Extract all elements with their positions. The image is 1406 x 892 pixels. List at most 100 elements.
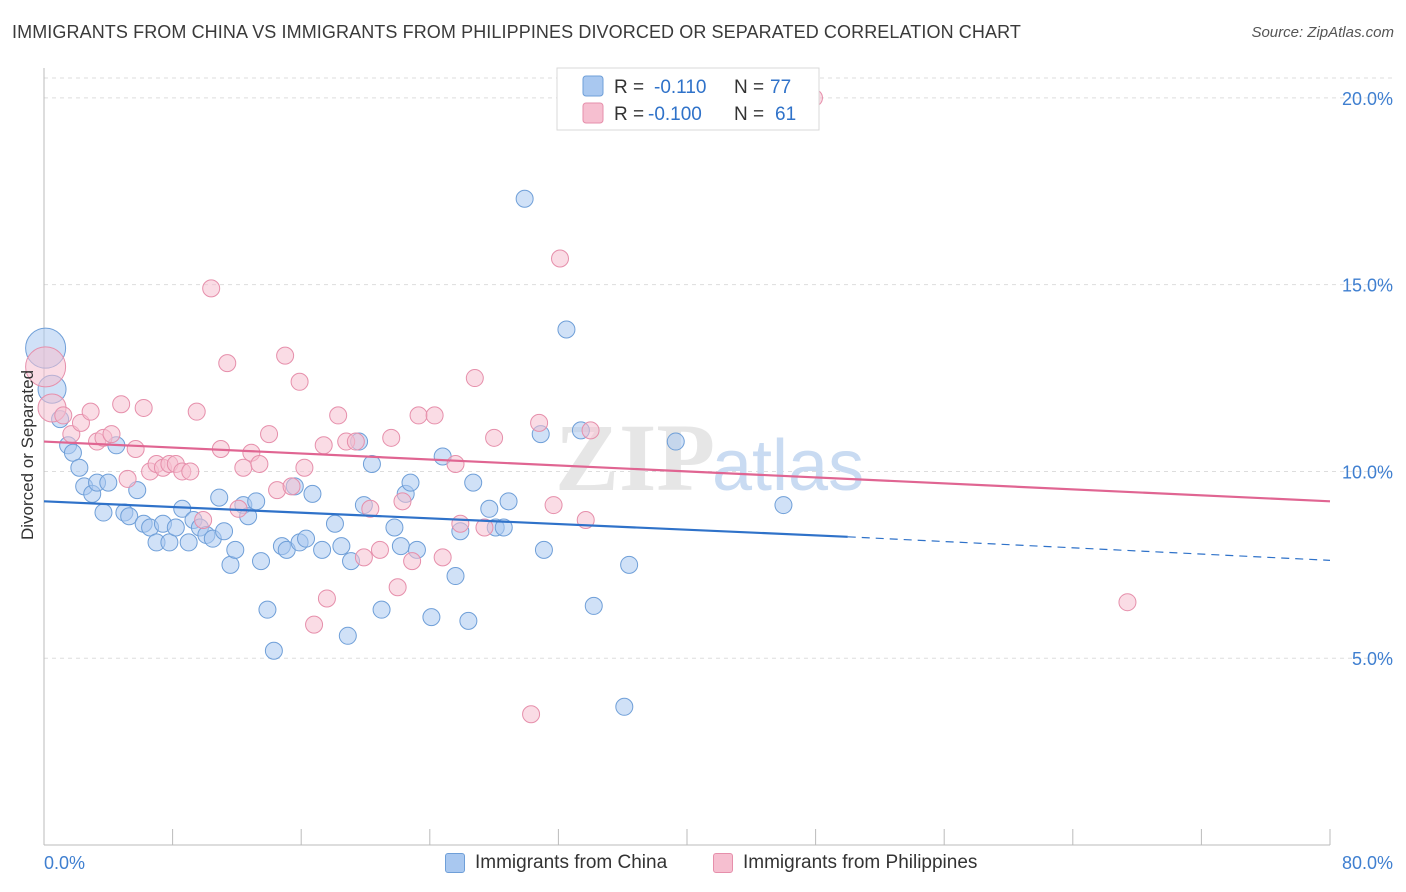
point-philippines <box>388 578 407 597</box>
legend-china-n-value: 77 <box>770 77 791 98</box>
point-china <box>534 540 553 559</box>
point-philippines <box>290 372 309 391</box>
point-china <box>480 499 499 518</box>
legend-philippines-r-value: -0.100 <box>648 104 702 125</box>
point-philippines <box>134 398 153 417</box>
point-china <box>99 473 118 492</box>
legend-label-china: Immigrants from China <box>475 852 668 873</box>
point-china <box>210 488 229 507</box>
point-philippines <box>581 421 600 440</box>
legend-china-r-value: -0.110 <box>654 77 706 98</box>
legend-swatch-philippines-bottom <box>713 853 733 873</box>
point-china <box>313 540 332 559</box>
point-philippines <box>305 615 324 634</box>
point-china <box>70 458 89 477</box>
point-philippines <box>475 518 494 537</box>
legend-swatch-philippines <box>582 102 604 124</box>
y-tick-label: 20.0% <box>1342 89 1393 109</box>
legend-china-n-label: N = <box>734 77 764 98</box>
point-china <box>338 626 357 645</box>
point-china <box>258 600 277 619</box>
point-china <box>63 443 82 462</box>
x-tick-label-start: 0.0% <box>44 853 85 873</box>
point-philippines <box>361 499 380 518</box>
point-china <box>385 518 404 537</box>
point-philippines <box>425 406 444 425</box>
point-philippines <box>530 413 549 432</box>
legend-item-china[interactable]: Immigrants from China <box>445 852 667 874</box>
point-china <box>459 611 478 630</box>
point-philippines <box>295 458 314 477</box>
point-philippines <box>346 432 365 451</box>
point-china <box>620 555 639 574</box>
point-philippines <box>282 477 301 496</box>
point-philippines <box>1118 593 1137 612</box>
watermark: ZIP atlas <box>555 404 864 511</box>
point-china <box>584 596 603 615</box>
trend-line-china <box>43 500 848 538</box>
point-philippines <box>181 462 200 481</box>
grid <box>44 77 1393 659</box>
point-philippines <box>522 705 541 724</box>
point-china <box>120 507 139 526</box>
point-philippines <box>102 425 121 444</box>
point-china <box>362 454 381 473</box>
point-philippines <box>112 395 131 414</box>
point-china <box>391 537 410 556</box>
point-philippines <box>485 428 504 447</box>
point-china <box>499 492 518 511</box>
legend-philippines-n-value: 61 <box>775 104 796 125</box>
point-china <box>446 567 465 586</box>
point-philippines <box>54 406 73 425</box>
point-philippines <box>403 552 422 571</box>
watermark-zip: ZIP <box>555 404 715 511</box>
point-china <box>179 533 198 552</box>
y-axis-label: Divorced or Separated <box>18 370 37 540</box>
y-tick-labels: 5.0% 10.0% 15.0% 20.0% <box>1342 89 1393 669</box>
point-philippines <box>250 454 269 473</box>
point-philippines <box>409 406 428 425</box>
point-china <box>494 518 513 537</box>
point-philippines <box>551 249 570 268</box>
x-tick-label-end: 80.0% <box>1342 853 1393 873</box>
point-philippines <box>187 402 206 421</box>
legend-label-philippines: Immigrants from Philippines <box>743 852 978 873</box>
point-philippines <box>81 402 100 421</box>
legend-philippines-r-label: R = <box>614 104 644 125</box>
legend-china-r-label: R = <box>614 77 644 98</box>
point-china <box>666 432 685 451</box>
point-china <box>166 518 185 537</box>
point-china <box>515 189 534 208</box>
point-philippines <box>354 548 373 567</box>
legend-item-philippines[interactable]: Immigrants from Philippines <box>713 852 977 874</box>
trend-line-philippines <box>43 440 1331 503</box>
point-china <box>401 473 420 492</box>
legend-bottom: Immigrants from China Immigrants from Ph… <box>0 850 1406 880</box>
point-china <box>303 484 322 503</box>
point-philippines <box>118 469 137 488</box>
point-china <box>160 533 179 552</box>
point-philippines <box>126 440 145 459</box>
point-china <box>325 514 344 533</box>
point-china <box>247 492 266 511</box>
point-philippines <box>314 436 333 455</box>
point-china <box>264 641 283 660</box>
point-china <box>774 496 793 515</box>
legend-swatch-china <box>582 75 604 97</box>
point-china <box>372 600 391 619</box>
point-philippines <box>544 496 563 515</box>
point-philippines <box>370 540 389 559</box>
point-philippines <box>465 369 484 388</box>
legend-top: R = -0.110 N = 77 R = -0.100 N = 61 <box>556 67 820 131</box>
y-tick-label: 10.0% <box>1342 462 1393 482</box>
point-philippines <box>446 454 465 473</box>
point-philippines <box>382 428 401 447</box>
point-philippines <box>329 406 348 425</box>
point-china <box>297 529 316 548</box>
point-philippines <box>194 511 213 530</box>
point-philippines <box>218 354 237 373</box>
point-philippines <box>202 279 221 298</box>
chart-title: IMMIGRANTS FROM CHINA VS IMMIGRANTS FROM… <box>12 22 1021 42</box>
point-philippines <box>317 589 336 608</box>
